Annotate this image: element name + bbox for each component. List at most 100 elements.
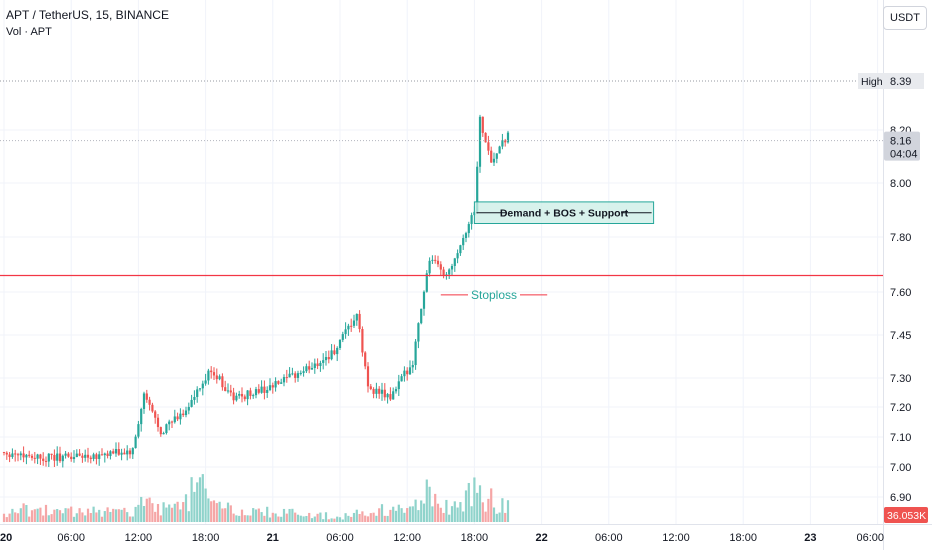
candle-body xyxy=(70,456,73,460)
volume-bar xyxy=(394,510,398,522)
volume-bar xyxy=(92,506,95,522)
last-price-badge xyxy=(884,131,920,161)
candle-body xyxy=(439,264,442,270)
volume-bar xyxy=(201,474,204,522)
volume-bar xyxy=(406,508,409,522)
volume-bar xyxy=(126,512,129,522)
time-axis[interactable]: 20 06:00 12:00 18:00 21 06:00 12:00 18:00 22 06:0… xyxy=(0,532,884,544)
candle-body xyxy=(215,375,218,380)
candle-body xyxy=(316,363,319,367)
candle-body xyxy=(476,166,479,212)
candle-body xyxy=(22,453,25,458)
volume-bar xyxy=(473,477,476,522)
candle-body xyxy=(330,350,333,360)
candle-body xyxy=(308,366,311,370)
last-price-value: 8.16 xyxy=(890,136,911,148)
volume-bar xyxy=(210,501,213,522)
volume-bar xyxy=(389,509,392,522)
volume-bar xyxy=(316,513,319,522)
volume-bar xyxy=(207,498,210,522)
candle-body xyxy=(168,421,171,425)
candle-body xyxy=(260,386,263,393)
volume-bar xyxy=(422,503,426,522)
candle-body xyxy=(128,450,132,455)
candle-body xyxy=(39,454,42,459)
candle-body xyxy=(117,449,120,455)
candle-body xyxy=(448,269,451,275)
volume-bar xyxy=(50,514,53,522)
volume-bar xyxy=(448,514,451,522)
candle-body xyxy=(504,140,507,143)
demand-zone-box[interactable] xyxy=(473,201,655,224)
candle-body xyxy=(322,360,325,363)
volume-indicator-label[interactable]: Vol · APT xyxy=(6,26,52,38)
price-tick-label: 7.00 xyxy=(890,462,911,474)
volume-bar xyxy=(266,506,269,522)
candle-body xyxy=(92,454,95,459)
volume-bar xyxy=(165,507,168,522)
candle-body xyxy=(196,389,199,397)
volume-bar xyxy=(224,508,227,522)
volume-bar xyxy=(322,519,325,522)
volume-bar xyxy=(417,510,420,522)
volume-bar xyxy=(467,482,470,522)
candle-body xyxy=(98,454,101,459)
volume-bar xyxy=(156,503,160,522)
time-tick-label: 06:00 xyxy=(57,532,85,544)
candle-body xyxy=(170,421,174,423)
volume-bar xyxy=(249,515,252,522)
candle-body xyxy=(478,116,482,167)
volume-bar xyxy=(215,503,218,522)
candle-body xyxy=(64,453,67,456)
candle-body xyxy=(369,386,372,390)
volume-bar xyxy=(84,515,87,522)
candle-body xyxy=(2,452,6,453)
candle-body xyxy=(392,391,395,400)
time-tick-label: 21 xyxy=(267,532,279,544)
candle-body xyxy=(450,265,454,270)
time-tick-label: 18:00 xyxy=(192,532,220,544)
candle-body xyxy=(184,410,188,416)
candle-body xyxy=(201,383,204,389)
price-axis[interactable]: 8.208.007.807.607.457.307.207.107.006.90… xyxy=(858,73,928,523)
volume-bar xyxy=(341,519,344,522)
volume-bar xyxy=(319,512,322,522)
currency-button[interactable]: USDT xyxy=(883,6,927,30)
volume-bar xyxy=(336,516,339,522)
candle-body xyxy=(56,453,59,461)
candle-body xyxy=(467,224,470,234)
volume-bar xyxy=(226,502,230,522)
candle-body xyxy=(280,382,283,384)
volume-bar xyxy=(137,504,140,522)
volume-bar xyxy=(204,488,207,522)
price-tick-label: 7.30 xyxy=(890,373,911,385)
candle-body xyxy=(411,365,414,368)
volume-bar xyxy=(366,516,370,522)
time-tick-label: 12:00 xyxy=(662,532,690,544)
candle-body xyxy=(333,350,336,355)
candle-body xyxy=(358,313,361,330)
candle-body xyxy=(436,260,440,265)
candle-body xyxy=(470,215,473,225)
volume-bar xyxy=(464,490,468,522)
volume-bar xyxy=(98,509,101,522)
volume-bar xyxy=(436,503,440,522)
candle-body xyxy=(61,455,64,462)
candle-body xyxy=(179,413,182,420)
candles xyxy=(2,114,510,468)
volume-bar xyxy=(67,508,70,522)
candle-body xyxy=(120,452,123,455)
candle-body xyxy=(84,454,87,458)
candle-body xyxy=(173,416,176,423)
candle-body xyxy=(159,427,162,435)
candle-body xyxy=(243,396,246,400)
candle-body xyxy=(252,395,255,397)
volume-bar xyxy=(291,508,294,522)
volume-bar xyxy=(103,511,106,522)
volume-bar xyxy=(229,505,232,522)
candle-body xyxy=(431,259,434,261)
volume-bar xyxy=(140,496,143,522)
volume-bar xyxy=(439,507,442,522)
